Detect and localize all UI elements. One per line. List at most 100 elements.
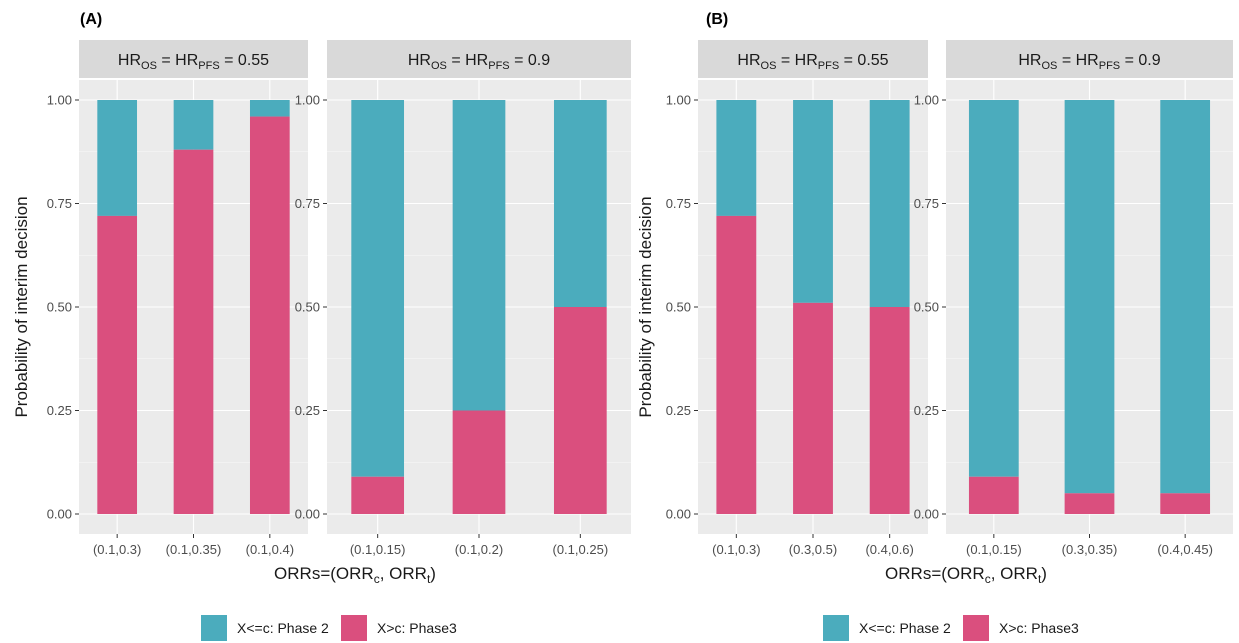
bar-phase3 — [553, 307, 607, 514]
facet-strip-label: HROS = HRPFS = 0.55 — [737, 52, 888, 72]
legend-swatch — [963, 615, 989, 641]
strip-hr-pfs: = HR — [157, 52, 198, 69]
strip-hr-os: HR — [408, 52, 431, 69]
strip-sub-os: OS — [761, 60, 777, 72]
strip-sub-pfs: PFS — [488, 60, 509, 72]
panel-letter-0: (A) — [80, 11, 102, 28]
x-tick-label: (0.1,0.25) — [553, 542, 609, 557]
legend-label: X<=c: Phase 2 — [859, 620, 951, 636]
x-tick-label: (0.3,0.5) — [789, 542, 837, 557]
bar-phase2 — [716, 100, 757, 216]
strip-sub-pfs: PFS — [1099, 60, 1120, 72]
x-tick-label: (0.1,0.3) — [93, 542, 141, 557]
x-tick-label: (0.1,0.15) — [966, 542, 1022, 557]
strip-hr-pfs: = HR — [776, 52, 817, 69]
strip-hr-os: HR — [737, 52, 760, 69]
bar-phase2 — [1064, 100, 1115, 494]
facet-1-0: HROS = HRPFS = 0.55 0.00 0.25 0.50 0.75 1.00 (… — [666, 40, 928, 557]
y-tick-label: 0.50 — [295, 300, 320, 315]
x-title-end: ) — [1041, 564, 1047, 583]
bar-phase3 — [351, 476, 405, 514]
x-title-mid: , ORR — [991, 564, 1038, 583]
y-axis-title-0: Probability of interim decision — [12, 196, 31, 417]
y-tick-label: 0.25 — [666, 403, 691, 418]
bar-phase2 — [553, 100, 607, 307]
x-tick-label: (0.1,0.15) — [350, 542, 406, 557]
facet-0-1: HROS = HRPFS = 0.9 0.00 0.25 0.50 0.75 1.00 (0… — [295, 40, 631, 557]
bar-phase3 — [249, 116, 290, 514]
y-tick-label: 0.25 — [914, 403, 939, 418]
y-tick-label: 1.00 — [914, 93, 939, 108]
legend-label: X<=c: Phase 2 — [237, 620, 329, 636]
strip-sub-pfs: PFS — [198, 60, 219, 72]
strip-hr-pfs: = HR — [1057, 52, 1098, 69]
legend-swatch — [823, 615, 849, 641]
strip-value: = 0.9 — [510, 52, 551, 69]
y-tick-label: 0.50 — [666, 300, 691, 315]
x-axis-title-1: ORRs=(ORRc, ORRt) — [885, 564, 1047, 586]
bar-phase3 — [869, 307, 910, 514]
legend-label: X>c: Phase3 — [999, 620, 1079, 636]
legend-label: X>c: Phase3 — [377, 620, 457, 636]
bar-phase2 — [173, 100, 214, 150]
y-tick-label: 0.75 — [47, 196, 72, 211]
x-tick-label: (0.4,0.6) — [865, 542, 913, 557]
bar-phase2 — [452, 100, 506, 411]
x-title-sub-t: t — [1038, 572, 1042, 586]
bar-phase3 — [716, 215, 757, 515]
bar-phase2 — [97, 100, 138, 216]
strip-sub-os: OS — [1041, 60, 1057, 72]
x-tick-label: (0.1,0.2) — [455, 542, 503, 557]
bar-phase3 — [1160, 493, 1211, 514]
y-tick-label: 0.00 — [47, 507, 72, 522]
facet-strip — [79, 40, 308, 78]
x-tick-label: (0.4,0.45) — [1157, 542, 1213, 557]
panel-letter-1: (B) — [706, 11, 728, 28]
bar-phase3 — [968, 476, 1019, 514]
y-tick-label: 0.00 — [295, 507, 320, 522]
strip-sub-pfs: PFS — [818, 60, 839, 72]
facet-strip-label: HROS = HRPFS = 0.55 — [118, 52, 269, 72]
strip-value: = 0.9 — [1120, 52, 1161, 69]
y-tick-label: 0.75 — [914, 196, 939, 211]
y-tick-label: 0.00 — [666, 507, 691, 522]
facet-strip — [946, 40, 1233, 78]
bar-phase3 — [1064, 493, 1115, 514]
x-title-sub-t: t — [427, 572, 431, 586]
legend-0: X<=c: Phase 2 X>c: Phase3 — [201, 615, 457, 641]
facet-strip-label: HROS = HRPFS = 0.9 — [408, 52, 550, 72]
x-tick-label: (0.3,0.35) — [1062, 542, 1118, 557]
y-tick-label: 0.00 — [914, 507, 939, 522]
y-tick-label: 0.50 — [914, 300, 939, 315]
x-tick-label: (0.1,0.4) — [246, 542, 294, 557]
bar-phase3 — [97, 215, 138, 515]
x-title-end: ) — [430, 564, 436, 583]
strip-hr-pfs: = HR — [447, 52, 488, 69]
bar-phase2 — [793, 100, 833, 303]
strip-value: = 0.55 — [839, 52, 888, 69]
strip-hr-os: HR — [1018, 52, 1041, 69]
y-tick-label: 0.25 — [47, 403, 72, 418]
facet-0-0: HROS = HRPFS = 0.55 0.00 0.25 0.50 0.75 1.00 (… — [47, 40, 308, 557]
bar-phase2 — [869, 100, 910, 307]
y-axis-title-1: Probability of interim decision — [636, 196, 655, 417]
bar-phase3 — [793, 302, 833, 514]
facet-strip — [698, 40, 928, 78]
legend-1: X<=c: Phase 2 X>c: Phase3 — [823, 615, 1079, 641]
strip-sub-os: OS — [141, 60, 157, 72]
legend-swatch — [201, 615, 227, 641]
strip-sub-os: OS — [431, 60, 447, 72]
x-title-sub-c: c — [985, 572, 991, 586]
x-title-main: ORRs=(ORR — [274, 564, 374, 583]
facet-strip — [327, 40, 631, 78]
y-tick-label: 0.75 — [666, 196, 691, 211]
bar-phase3 — [452, 410, 506, 514]
x-tick-label: (0.1,0.3) — [712, 542, 760, 557]
x-title-mid: , ORR — [380, 564, 427, 583]
x-axis-title-0: ORRs=(ORRc, ORRt) — [274, 564, 436, 586]
facet-1-1: HROS = HRPFS = 0.9 0.00 0.25 0.50 0.75 1.00 (0… — [914, 40, 1233, 557]
bar-phase2 — [351, 100, 405, 477]
x-tick-label: (0.1,0.35) — [166, 542, 222, 557]
bar-phase3 — [173, 149, 214, 514]
